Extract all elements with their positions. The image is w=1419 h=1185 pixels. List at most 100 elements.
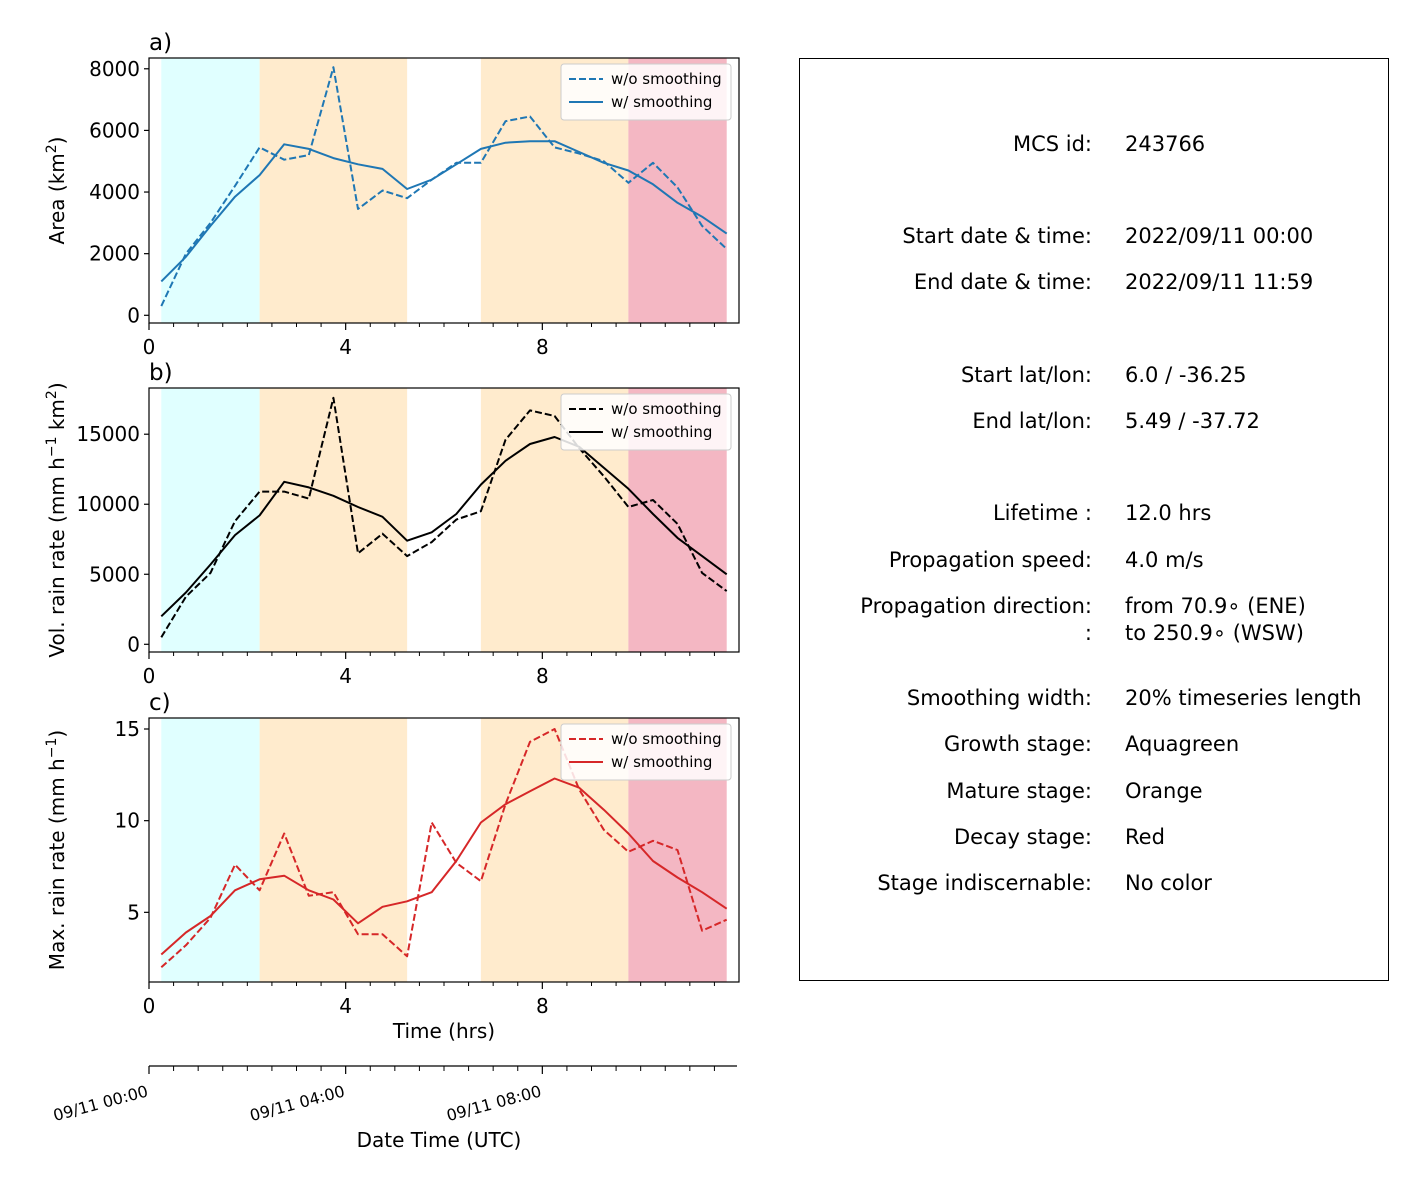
y-tick-label: 15 xyxy=(115,717,140,741)
legend-box xyxy=(560,63,732,121)
legend-box xyxy=(560,393,732,451)
series-line-unsmoothed xyxy=(160,728,728,969)
info-key: Smoothing width: xyxy=(906,686,1092,710)
y-tick-label: 4000 xyxy=(89,180,140,204)
x-tick-label: 4 xyxy=(339,335,352,359)
info-key: : xyxy=(1084,621,1092,645)
info-value: from 70.9∘ (ENE) xyxy=(1125,594,1306,618)
info-key: MCS id: xyxy=(1012,132,1092,156)
y-tick-label: 5 xyxy=(127,900,140,924)
y-tick-label: 6000 xyxy=(89,118,140,142)
panel-label: b) xyxy=(149,360,173,386)
info-value: 2022/09/11 00:00 xyxy=(1125,224,1314,248)
y-axis-label: Vol. rain rate (mm h−1 km2) xyxy=(44,382,69,657)
y-tick-label: 10 xyxy=(115,809,140,833)
phase-band-mature xyxy=(259,718,408,982)
info-value: to 250.9∘ (WSW) xyxy=(1125,621,1304,645)
panel-label: c) xyxy=(149,690,171,716)
y-tick-label: 2000 xyxy=(89,242,140,266)
y-axis-label-text: ) xyxy=(45,382,69,390)
info-key: Start lat/lon: xyxy=(960,363,1092,387)
series-line-unsmoothed xyxy=(160,396,728,638)
legend: w/o smoothing w/ smoothing xyxy=(560,723,732,781)
info-key: Stage indiscernable: xyxy=(877,871,1092,895)
phase-band-growth xyxy=(161,58,260,323)
legend-label: w/o smoothing xyxy=(611,400,722,418)
y-axis-label-superscript: −1 xyxy=(44,738,60,759)
legend-label: w/o smoothing xyxy=(611,730,722,748)
info-value: 20% timeseries length xyxy=(1125,686,1362,710)
phase-band-mature xyxy=(259,58,408,323)
legend-box xyxy=(560,723,732,781)
x-tick-label: 8 xyxy=(536,335,549,359)
y-tick-label: 5000 xyxy=(89,562,140,586)
legend: w/o smoothing w/ smoothing xyxy=(560,63,732,121)
phase-band-growth xyxy=(161,388,260,652)
info-key: Propagation speed: xyxy=(888,548,1092,572)
info-value: 4.0 m/s xyxy=(1125,548,1204,572)
y-axis-label-text: ) xyxy=(45,730,69,738)
y-tick-label: 15000 xyxy=(76,422,140,446)
info-key: Lifetime : xyxy=(992,501,1092,525)
phase-band-mature xyxy=(259,388,408,652)
legend: w/o smoothing w/ smoothing xyxy=(560,393,732,451)
info-key: End date & time: xyxy=(913,270,1092,294)
x-tick-label: 8 xyxy=(536,994,549,1018)
series-line-smoothed xyxy=(160,140,728,283)
y-axis-label-text: ) xyxy=(45,137,69,145)
info-value: 5.49 / -37.72 xyxy=(1125,409,1260,433)
legend-label: w/ smoothing xyxy=(611,753,712,771)
info-value: 243766 xyxy=(1125,132,1206,156)
legend-label: w/ smoothing xyxy=(611,93,712,111)
y-tick-label: 0 xyxy=(127,303,140,327)
legend-label: w/o smoothing xyxy=(611,70,722,88)
datetime-tick-label: 09/11 04:00 xyxy=(248,1082,347,1126)
info-value: 6.0 / -36.25 xyxy=(1125,363,1247,387)
info-value: No color xyxy=(1125,871,1212,895)
panel-3: 5 10 15 0 4 8 c) Max. rain rate (mm h−1) Time (h… xyxy=(44,690,740,1043)
y-axis-label-text: Max. rain rate (mm h xyxy=(45,758,69,970)
y-axis-label-superscript: 2 xyxy=(44,144,60,153)
x-tick-label: 0 xyxy=(143,664,156,688)
phase-band-growth xyxy=(161,718,260,982)
y-axis-label: Max. rain rate (mm h−1) xyxy=(44,730,69,970)
x-tick-label: 8 xyxy=(536,664,549,688)
info-value: Orange xyxy=(1125,779,1203,803)
datetime-tick-label: 09/11 00:00 xyxy=(51,1082,150,1126)
info-key: Start date & time: xyxy=(902,224,1092,248)
info-value: Red xyxy=(1125,825,1165,849)
y-axis-label-text: Area (km xyxy=(45,153,69,244)
x-tick-label: 4 xyxy=(339,664,352,688)
info-key: Mature stage: xyxy=(946,779,1092,803)
info-value: 2022/09/11 11:59 xyxy=(1125,270,1314,294)
datetime-axis-label: Date Time (UTC) xyxy=(357,1128,522,1152)
y-axis-label-superscript: 2 xyxy=(44,390,60,399)
info-value: 12.0 hrs xyxy=(1125,501,1212,525)
x-tick-label: 0 xyxy=(143,994,156,1018)
info-key: Decay stage: xyxy=(954,825,1092,849)
info-value: Aquagreen xyxy=(1125,732,1240,756)
info-key: End lat/lon: xyxy=(972,409,1092,433)
y-tick-label: 8000 xyxy=(89,57,140,81)
info-key: Growth stage: xyxy=(943,732,1092,756)
series-line-smoothed xyxy=(160,436,728,618)
datetime-tick-label: 09/11 08:00 xyxy=(444,1082,543,1126)
info-key: Propagation direction: xyxy=(860,594,1092,618)
mcs-info-panel: MCS id: 243766 Start date & time: 2022/0… xyxy=(799,58,1389,981)
y-tick-label: 0 xyxy=(127,632,140,656)
y-axis-label-text: km xyxy=(45,399,69,436)
x-tick-label: 4 xyxy=(339,994,352,1018)
x-tick-label: 0 xyxy=(143,335,156,359)
legend-label: w/ smoothing xyxy=(611,423,712,441)
y-axis-label-superscript: −1 xyxy=(44,437,60,458)
panel-label: a) xyxy=(149,30,172,56)
panel-2: 0 5000 10000 15000 0 4 8 b) Vol. rain rate (mm h… xyxy=(44,360,740,688)
y-axis-label: Area (km2) xyxy=(44,137,69,245)
x-axis-label: Time (hrs) xyxy=(392,1019,495,1043)
y-axis-label-text: Vol. rain rate (mm h xyxy=(45,457,69,658)
panel-1: 0 2000 4000 6000 8000 0 4 8 a) Area (km2) w/o smoo… xyxy=(44,30,740,359)
series-line-smoothed xyxy=(160,777,728,956)
